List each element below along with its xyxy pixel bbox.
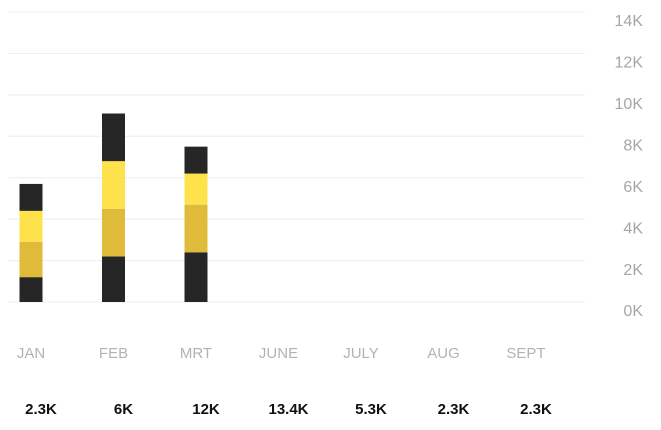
y-tick-label: 8K <box>623 138 643 155</box>
total-label: 2.3K <box>438 401 470 418</box>
total-label: 13.4K <box>268 401 308 418</box>
y-tick-label: 14K <box>615 13 644 30</box>
x-tick-label: SEPT <box>506 345 545 362</box>
total-label: 2.3K <box>520 401 552 418</box>
x-tick-label: AUG <box>427 345 460 362</box>
bar-segment <box>184 252 208 302</box>
y-tick-label: 6K <box>623 179 643 196</box>
x-tick-label: MRT <box>180 345 212 362</box>
bar-segment <box>102 208 125 257</box>
x-tick-label: FEB <box>99 345 128 362</box>
x-tick-label: JULY <box>343 345 379 362</box>
y-tick-label: 0K <box>623 303 643 320</box>
y-tick-label: 10K <box>615 96 644 113</box>
bar-segment <box>184 173 208 205</box>
bar-segment <box>19 210 43 242</box>
bar-segment <box>19 241 43 278</box>
bar-segment <box>184 204 208 253</box>
total-label: 6K <box>114 401 133 418</box>
total-label: 12K <box>192 401 220 418</box>
bar-segment <box>102 256 125 302</box>
bar-segment <box>102 161 125 209</box>
x-tick-label: JAN <box>17 345 45 362</box>
bar-segment <box>102 113 125 162</box>
bar-segment <box>19 183 43 211</box>
bar-segment <box>19 277 43 302</box>
bar-segment <box>184 146 208 174</box>
x-tick-label: JUNE <box>259 345 298 362</box>
y-tick-label: 12K <box>615 55 644 72</box>
y-tick-label: 4K <box>623 220 643 237</box>
total-label: 5.3K <box>355 401 387 418</box>
y-tick-label: 2K <box>623 262 643 279</box>
total-label: 2.3K <box>25 401 57 418</box>
